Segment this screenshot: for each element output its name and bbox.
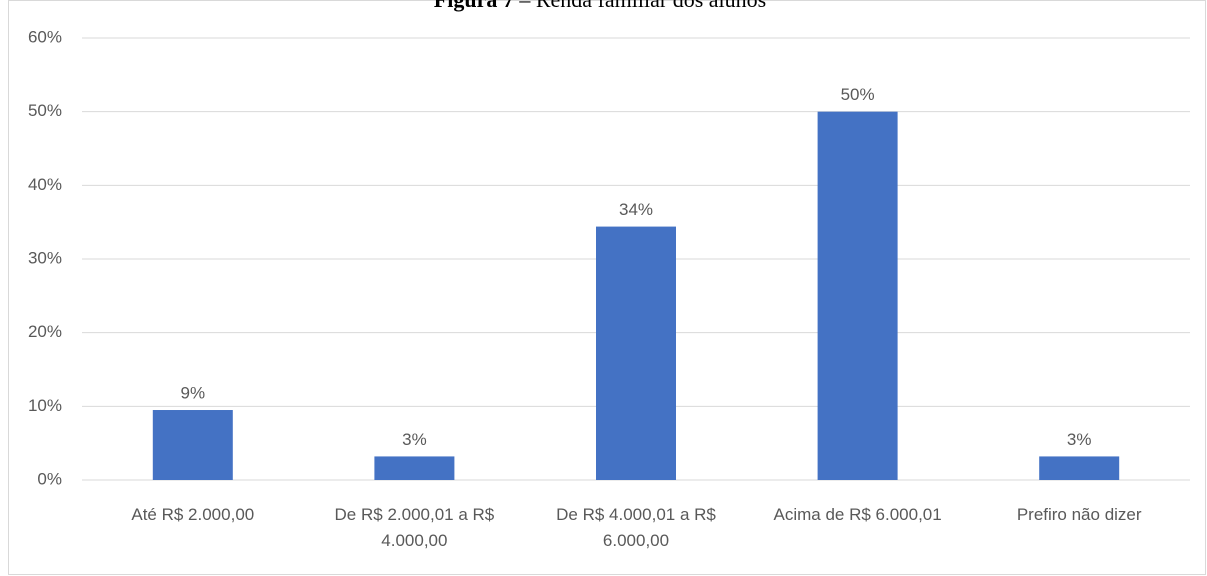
data-label: 9% — [181, 384, 206, 403]
bar — [152, 410, 233, 480]
chart-title: Figura 7 – Renda familiar dos alunos — [434, 0, 766, 12]
x-tick-label: Até R$ 2.000,00 — [131, 505, 255, 524]
bar — [817, 111, 898, 481]
data-label: 3% — [1067, 430, 1092, 449]
y-tick-label: 40% — [28, 175, 62, 194]
y-tick-label: 20% — [28, 322, 62, 341]
data-label: 3% — [402, 430, 427, 449]
x-tick-label: De R$ 4.000,01 a R$ 6.000,00 — [556, 505, 716, 550]
y-tick-label: 0% — [37, 469, 62, 488]
chart-border — [8, 0, 1206, 575]
title-text: – Renda familiar dos alunos — [518, 0, 766, 12]
y-tick-label: 30% — [28, 248, 62, 267]
bar — [596, 226, 676, 480]
data-label: 50% — [841, 85, 875, 104]
x-tick-label: Prefiro não dizer — [1016, 505, 1142, 524]
x-tick-label: De R$ 2.000,01 a R$ 4.000,00 — [334, 505, 495, 550]
data-label: 34% — [619, 200, 653, 219]
y-tick-label: 10% — [28, 396, 62, 415]
figure-label: Figura 7 — [434, 0, 514, 12]
bar — [374, 456, 455, 480]
y-tick-label: 60% — [28, 27, 62, 46]
y-tick-label: 50% — [28, 101, 62, 120]
bar — [1039, 456, 1120, 480]
x-tick-label: Acima de R$ 6.000,01 — [773, 505, 942, 524]
